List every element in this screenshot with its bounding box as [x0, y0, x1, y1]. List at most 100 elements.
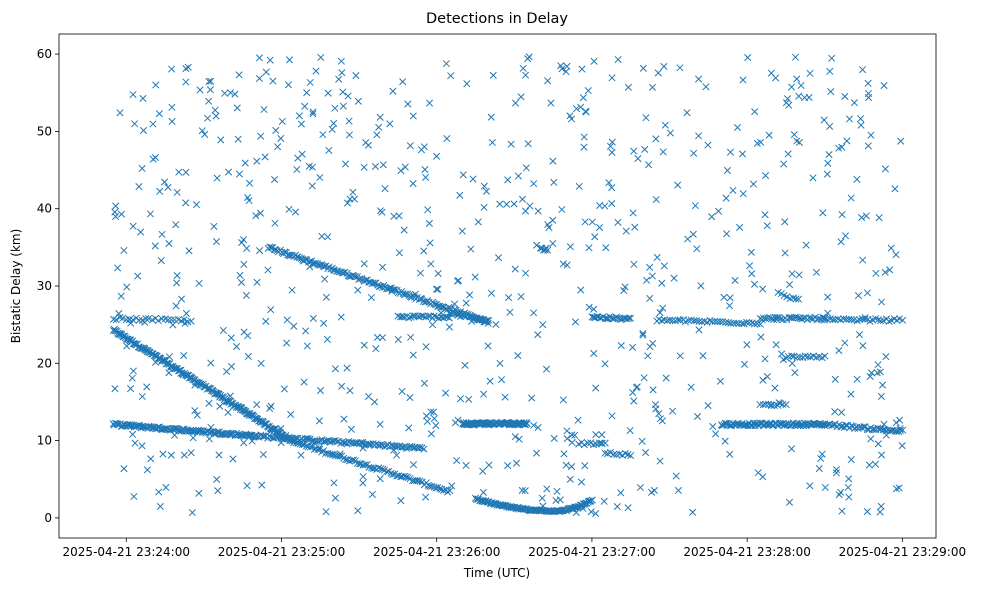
data-point-1994 [844, 483, 852, 492]
data-point-1726 [795, 138, 803, 146]
data-point-1468 [277, 439, 285, 447]
data-point-1272 [582, 499, 590, 507]
data-point-1394 [453, 456, 461, 465]
data-point-625 [419, 297, 427, 306]
data-point-1358 [532, 449, 541, 457]
data-point-1417 [323, 335, 331, 343]
data-point-1952 [590, 349, 598, 358]
data-point-1885 [172, 221, 180, 229]
data-point-1585 [550, 434, 558, 443]
data-point-1389 [373, 333, 381, 342]
data-point-1741 [797, 81, 805, 90]
data-point-1838 [157, 257, 165, 265]
data-point-1653 [526, 202, 534, 210]
data-point-1367 [877, 502, 885, 510]
data-point-1932 [159, 450, 167, 458]
data-point-1339 [256, 247, 264, 255]
data-point-1014 [764, 314, 772, 322]
data-point-1013 [762, 314, 770, 323]
data-point-1668 [704, 401, 712, 410]
data-point-1732 [585, 303, 593, 311]
data-point-1857 [372, 345, 380, 353]
data-point-1694 [704, 141, 712, 149]
data-point-1415 [330, 479, 338, 487]
data-point-1493 [854, 292, 862, 300]
data-point-2013 [213, 475, 221, 483]
data-point-1571 [257, 132, 265, 140]
data-point-1946 [831, 375, 839, 383]
data-point-218 [306, 443, 314, 451]
data-point-1701 [674, 181, 682, 189]
data-point-1984 [575, 182, 583, 190]
data-point-1936 [253, 400, 261, 409]
data-point-1484 [492, 320, 500, 329]
data-point-1951 [223, 367, 231, 376]
data-point-2007 [303, 342, 311, 350]
data-point-1429 [367, 293, 375, 302]
data-point-1771 [762, 172, 770, 180]
data-point-288 [443, 488, 452, 496]
data-point-1929 [670, 274, 678, 282]
data-point-1518 [182, 78, 190, 86]
data-point-1776 [736, 223, 744, 231]
data-point-1546 [646, 263, 654, 271]
data-point-1291 [568, 462, 576, 471]
data-point-1754 [300, 378, 308, 386]
data-point-444 [292, 434, 300, 442]
data-point-1346 [592, 384, 600, 392]
data-point-937 [430, 312, 438, 320]
data-point-1750 [156, 187, 164, 195]
data-point-1385 [521, 207, 530, 215]
data-point-1578 [226, 392, 234, 400]
data-point-1506 [550, 178, 558, 186]
data-point-1614 [137, 228, 145, 236]
data-point-1386 [309, 108, 317, 116]
data-point-1457 [182, 199, 190, 207]
data-point-1045 [820, 316, 828, 324]
data-point-1319 [123, 283, 131, 291]
data-point-1314 [135, 183, 143, 191]
data-point-1949 [892, 419, 900, 427]
data-point-1681 [605, 179, 613, 187]
data-point-1879 [838, 211, 846, 219]
data-point-1308 [865, 94, 873, 102]
data-point-1930 [614, 218, 622, 226]
data-point-1427 [420, 247, 428, 255]
data-point-1307 [613, 503, 621, 511]
data-point-1609 [683, 109, 691, 117]
data-point-1876 [772, 341, 780, 349]
data-point-1450 [394, 335, 402, 344]
data-point-1075 [110, 315, 118, 323]
data-point-1747 [809, 174, 817, 182]
data-point-283 [434, 483, 442, 492]
data-point-1927 [288, 286, 296, 294]
data-point-2028 [409, 180, 417, 188]
data-point-787 [748, 421, 756, 429]
data-point-1525 [824, 293, 832, 301]
data-point-2001 [863, 289, 872, 297]
data-point-451 [304, 435, 312, 443]
data-point-1940 [188, 509, 196, 517]
data-point-1724 [895, 484, 903, 492]
data-point-1378 [338, 69, 346, 77]
data-point-1543 [240, 439, 248, 447]
data-point-1531 [243, 482, 251, 490]
data-point-1406 [591, 233, 599, 241]
data-point-1807 [566, 112, 574, 120]
data-point-1284 [405, 424, 413, 432]
data-point-1703 [557, 62, 565, 70]
data-point-1785 [496, 200, 504, 208]
data-point-1848 [258, 481, 266, 489]
data-point-2037 [892, 251, 900, 259]
data-point-1970 [826, 122, 834, 130]
data-point-235 [340, 454, 348, 462]
data-point-1351 [876, 508, 884, 516]
data-point-1486 [469, 175, 477, 183]
data-point-2023 [782, 99, 790, 107]
data-point-1494 [740, 360, 749, 368]
data-point-1656 [229, 455, 237, 463]
data-point-1794 [165, 369, 173, 377]
data-point-1411 [581, 218, 589, 226]
data-point-1005 [745, 319, 753, 327]
data-point-1342 [534, 424, 542, 432]
